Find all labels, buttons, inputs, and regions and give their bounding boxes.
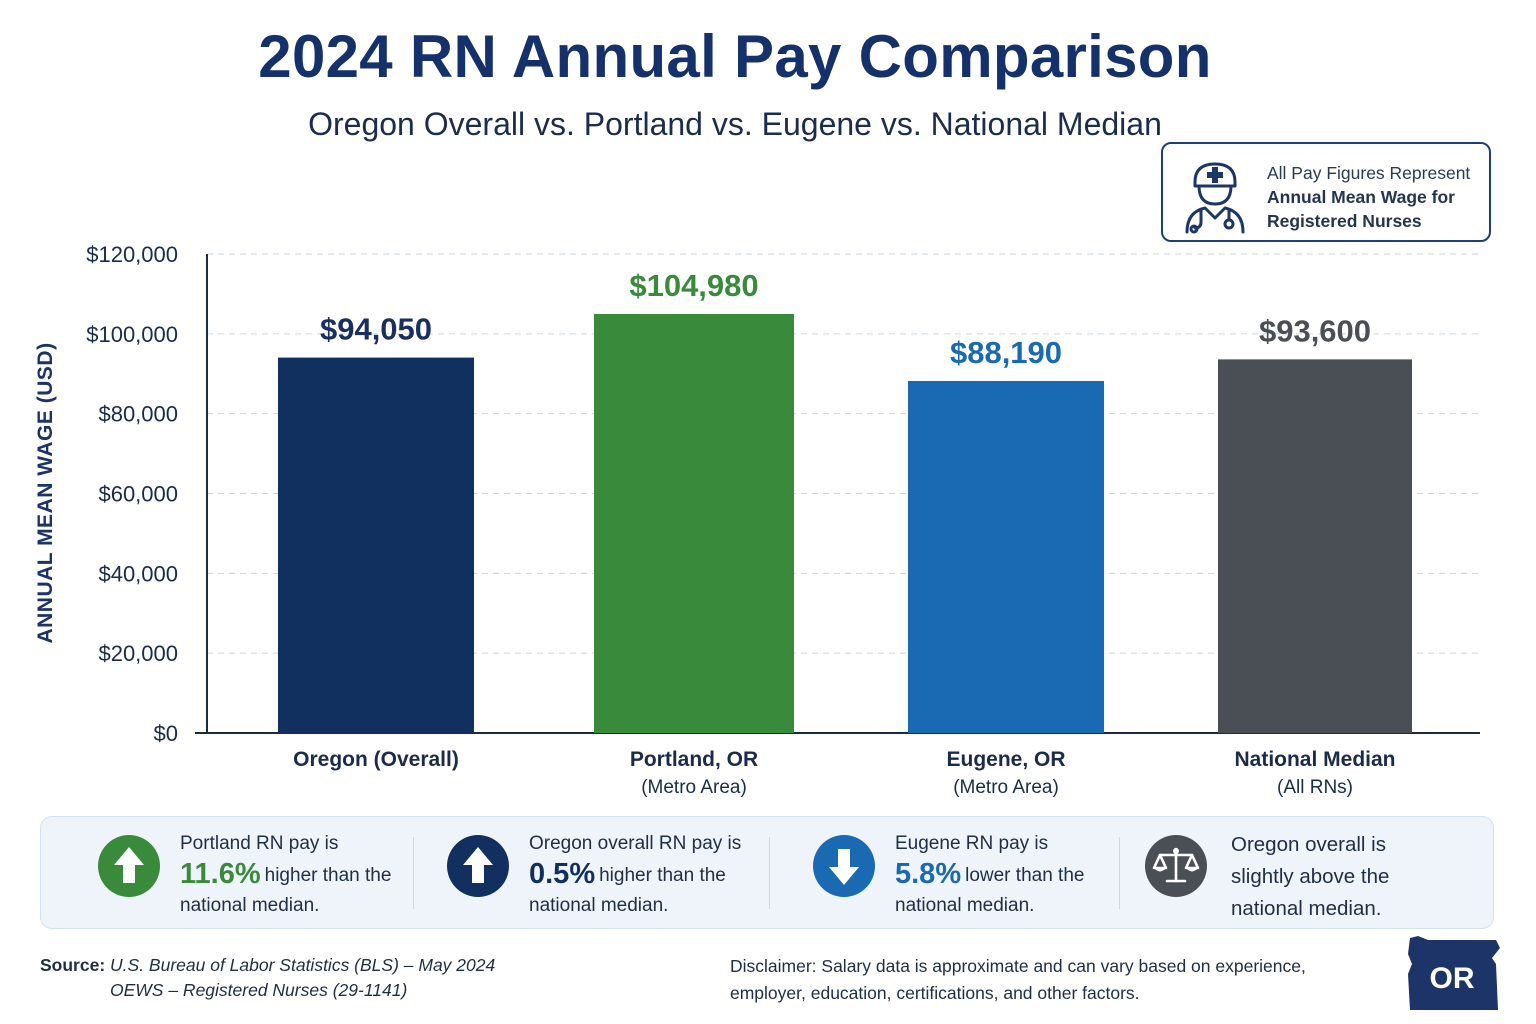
data-note-box: All Pay Figures Represent Annual Mean Wa… <box>1161 142 1491 242</box>
y-tick-label: $40,000 <box>98 561 178 586</box>
y-tick-label: $0 <box>154 721 178 746</box>
y-axis-label: ANNUAL MEAN WAGE (USD) <box>34 342 57 643</box>
scales-icon <box>1145 835 1207 897</box>
insight-percent: 11.6% <box>180 858 261 890</box>
x-tick-label: National Median <box>1234 748 1395 771</box>
insight-divider <box>1119 837 1120 909</box>
category-labels: Oregon (Overall) Portland, OR (Metro Area)… <box>293 748 1395 798</box>
insight-line-2: slightly above the <box>1231 865 1390 888</box>
insight-percent: 5.8% <box>895 858 962 890</box>
note-line-1: All Pay Figures Represent <box>1267 163 1471 183</box>
x-tick-sublabel: (All RNs) <box>1277 777 1353 798</box>
insight-after: higher than the <box>264 865 392 886</box>
arrow-up-icon <box>447 835 509 897</box>
y-tick-label: $80,000 <box>98 402 178 427</box>
value-label: $94,050 <box>320 312 432 347</box>
bar <box>594 313 794 733</box>
x-tick-label: Oregon (Overall) <box>293 748 459 771</box>
insights-panel: Portland RN pay is 11.6% higher than the … <box>40 816 1494 929</box>
arrow-down-icon <box>813 835 875 897</box>
bar <box>1218 359 1412 733</box>
chart-subtitle: Oregon Overall vs. Portland vs. Eugene v… <box>308 106 1162 142</box>
chart-title: 2024 RN Annual Pay Comparison <box>258 23 1212 90</box>
arrow-up-icon <box>98 835 160 897</box>
source-line-1: U.S. Bureau of Labor Statistics (BLS) – … <box>110 955 496 975</box>
disclaimer-text: Disclaimer: Salary data is approximate a… <box>730 956 1306 1003</box>
y-tick-label: $20,000 <box>98 641 178 666</box>
insight-after: higher than the <box>599 865 726 886</box>
note-line-2: Annual Mean Wage for <box>1267 187 1455 207</box>
insight-oregon: Oregon overall RN pay is 0.5% higher than… <box>447 817 787 930</box>
bars <box>278 313 1412 733</box>
bar <box>908 380 1104 733</box>
insight-after: lower than the <box>965 865 1085 886</box>
value-labels: $94,050 $104,980 $88,190 $93,600 <box>320 268 1371 370</box>
y-tick-label: $60,000 <box>98 482 178 507</box>
insight-icon-circle <box>447 835 509 897</box>
insight-line-1: Oregon overall is <box>1231 833 1386 856</box>
insight-line-1: Eugene RN pay is <box>895 833 1049 854</box>
x-tick-sublabel: (Metro Area) <box>953 777 1059 798</box>
insight-line-3: national median. <box>529 895 669 916</box>
insight-icon-circle <box>98 835 160 897</box>
oregon-state-badge: OR <box>1408 936 1500 1010</box>
source-note: Source: U.S. Bureau of Labor Statistics … <box>40 953 495 1003</box>
y-tick-label: $120,000 <box>86 242 178 267</box>
source-label: Source: <box>40 955 106 975</box>
value-label: $104,980 <box>629 268 758 303</box>
insight-line-1: Portland RN pay is <box>180 833 339 854</box>
insight-line-3: national median. <box>895 895 1035 916</box>
y-tick-labels: $0 $20,000 $40,000 $60,000 $80,000 $100,000 $1… <box>86 242 178 746</box>
bar <box>278 357 474 733</box>
insight-line-3: national median. <box>180 895 320 916</box>
insight-portland: Portland RN pay is 11.6% higher than the … <box>98 817 428 930</box>
insight-icon-circle <box>813 835 875 897</box>
insight-line-1: Oregon overall RN pay is <box>529 833 742 854</box>
insight-overall: Oregon overall is slightly above the nat… <box>1145 817 1475 930</box>
x-tick-sublabel: (Metro Area) <box>641 777 747 798</box>
y-tick-label: $100,000 <box>86 322 178 347</box>
insight-percent: 0.5% <box>529 858 596 890</box>
value-label: $93,600 <box>1259 313 1371 348</box>
value-label: $88,190 <box>950 335 1062 370</box>
insight-line-3: national median. <box>1231 897 1382 920</box>
insight-divider <box>413 837 414 909</box>
x-tick-label: Portland, OR <box>630 748 758 771</box>
note-line-3: Registered Nurses <box>1267 211 1422 231</box>
nurse-icon <box>1185 162 1245 234</box>
insight-divider <box>769 837 770 909</box>
bar-chart: $0 $20,000 $40,000 $60,000 $80,000 $100,000 $1… <box>34 242 1480 798</box>
insight-eugene: Eugene RN pay is 5.8% lower than the nati… <box>813 817 1143 930</box>
x-tick-label: Eugene, OR <box>946 748 1065 771</box>
state-abbreviation: OR <box>1430 962 1475 995</box>
insight-icon-circle <box>1145 835 1207 897</box>
source-line-2: OEWS – Registered Nurses (29-1141) <box>110 980 408 1000</box>
